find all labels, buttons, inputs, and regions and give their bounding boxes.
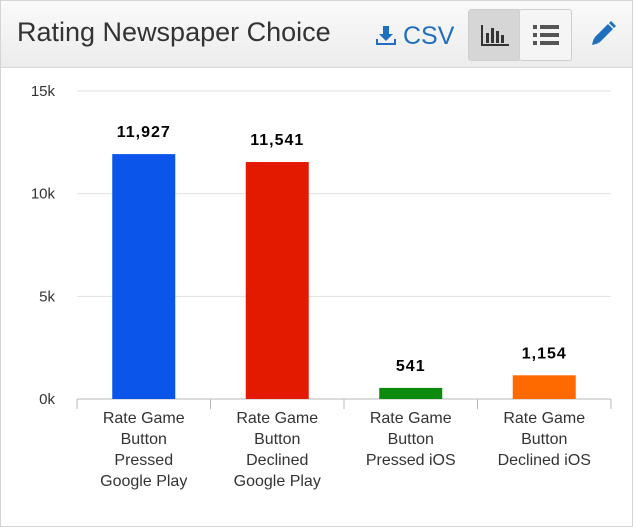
- x-tick-label: Rate Game Button Declined Google Play: [234, 410, 321, 490]
- data-label: 541: [396, 358, 426, 375]
- bar-chart: 0k 5k 10k 15k 11,927 Rate Game Button Pressed Go…: [31, 83, 612, 490]
- chart-title: Rating Newspaper Choice: [17, 17, 331, 47]
- x-tick-label: Rate Game Button Pressed iOS: [366, 410, 456, 469]
- csv-download-button[interactable]: CSV: [375, 21, 454, 51]
- data-label: 11,927: [117, 124, 171, 141]
- y-tick-label: 0k: [39, 391, 55, 408]
- pencil-icon: [592, 21, 616, 45]
- bar-chart-icon: [480, 25, 509, 46]
- list-view-button[interactable]: [519, 9, 572, 61]
- x-tick-label: Rate Game Button Declined iOS: [498, 410, 591, 469]
- y-tick-label: 10k: [31, 186, 56, 203]
- y-tick-label: 15k: [31, 83, 56, 100]
- bar: [379, 387, 443, 399]
- edit-button[interactable]: [589, 20, 617, 53]
- list-icon: [532, 25, 559, 45]
- csv-label: CSV: [403, 21, 455, 50]
- x-tick-label: Rate Game Button Pressed Google Play: [100, 410, 187, 490]
- bar: [245, 162, 309, 399]
- bar: [112, 154, 176, 399]
- bar-chart-view-button[interactable]: [468, 9, 521, 61]
- widget-header: Rating Newspaper Choice CSV: [1, 1, 632, 68]
- data-label: 1,154: [522, 345, 567, 362]
- y-tick-label: 5k: [39, 288, 55, 305]
- bar: [512, 375, 576, 399]
- data-label: 11,541: [250, 132, 304, 149]
- download-icon: [376, 26, 396, 45]
